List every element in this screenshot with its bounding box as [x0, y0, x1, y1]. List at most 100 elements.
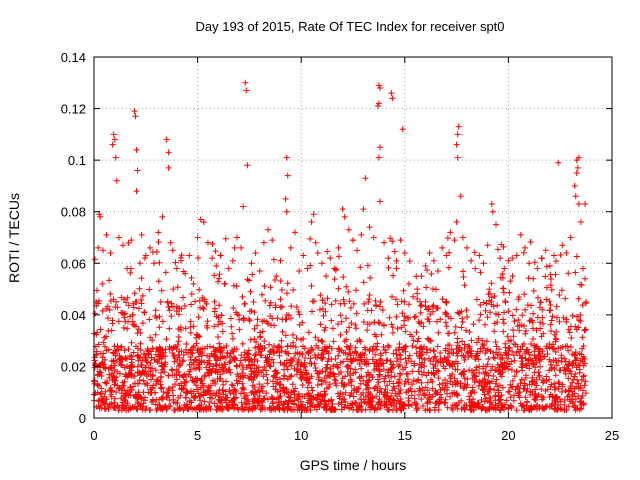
band-point	[196, 297, 203, 304]
band-point	[527, 317, 534, 324]
band-point	[235, 373, 242, 380]
band-point	[162, 361, 169, 368]
band-point	[536, 346, 543, 353]
band-point	[125, 302, 132, 309]
band-point	[322, 300, 329, 307]
band-point	[146, 286, 153, 293]
data-point	[501, 265, 508, 272]
band-point	[170, 399, 177, 406]
band-point	[335, 253, 342, 260]
band-point	[152, 367, 159, 374]
band-point	[277, 296, 284, 303]
data-point	[339, 206, 346, 213]
band-point	[168, 313, 175, 320]
band-point	[557, 367, 564, 374]
band-point	[433, 286, 440, 293]
band-point	[336, 346, 343, 353]
data-point	[513, 252, 520, 259]
band-point	[259, 399, 266, 406]
band-point	[439, 380, 446, 387]
band-point	[189, 350, 196, 357]
band-point	[218, 312, 225, 319]
band-point	[386, 378, 393, 385]
band-point	[424, 335, 431, 342]
band-point	[280, 406, 287, 413]
band-point	[303, 369, 310, 376]
band-point	[251, 399, 258, 406]
band-point	[100, 350, 107, 357]
band-point	[511, 357, 518, 364]
band-point	[100, 247, 107, 254]
band-point	[142, 354, 149, 361]
band-point	[442, 309, 449, 316]
band-point	[575, 295, 582, 302]
band-point	[305, 348, 312, 355]
band-point	[227, 315, 234, 322]
band-point	[445, 264, 452, 271]
band-point	[219, 353, 226, 360]
data-point	[242, 79, 249, 86]
data-point	[165, 164, 172, 171]
band-point	[434, 304, 441, 311]
data-point	[323, 273, 330, 280]
band-point	[460, 368, 467, 375]
band-point	[99, 307, 106, 314]
band-point	[263, 371, 270, 378]
band-point	[276, 405, 283, 412]
data-point	[243, 87, 250, 94]
band-point	[129, 318, 136, 325]
band-point	[119, 310, 126, 317]
band-point	[287, 406, 294, 413]
band-point	[149, 345, 156, 352]
band-point	[458, 324, 465, 331]
band-point	[522, 355, 529, 362]
band-point	[184, 389, 191, 396]
band-point	[254, 316, 261, 323]
band-point	[230, 390, 237, 397]
band-point	[290, 287, 297, 294]
band-point	[324, 248, 331, 255]
band-point	[406, 352, 413, 359]
data-point	[97, 213, 104, 220]
band-point	[310, 394, 317, 401]
band-point	[350, 355, 357, 362]
band-point	[519, 342, 526, 349]
band-point	[547, 383, 554, 390]
band-point	[437, 359, 444, 366]
band-point	[389, 324, 396, 331]
band-point	[258, 369, 265, 376]
band-point	[152, 331, 159, 338]
data-point	[265, 226, 272, 233]
band-point	[530, 361, 537, 368]
band-point	[190, 393, 197, 400]
band-point	[384, 357, 391, 364]
band-point	[114, 304, 121, 311]
band-point	[555, 385, 562, 392]
band-point	[235, 312, 242, 319]
band-point	[332, 406, 339, 413]
band-point	[503, 350, 510, 357]
band-point	[193, 340, 200, 347]
band-point	[91, 380, 98, 387]
band-point	[277, 277, 284, 284]
band-point	[533, 343, 540, 350]
band-point	[335, 345, 342, 352]
band-point	[401, 381, 408, 388]
band-point	[145, 348, 152, 355]
band-point	[259, 328, 266, 335]
band-point	[355, 357, 362, 364]
band-point	[547, 302, 554, 309]
band-point	[512, 386, 519, 393]
band-point	[579, 345, 586, 352]
band-point	[498, 241, 505, 248]
band-point	[452, 379, 459, 386]
band-point	[512, 341, 519, 348]
band-point	[450, 349, 457, 356]
y-tick-label: 0.14	[61, 50, 86, 65]
band-point	[418, 302, 425, 309]
band-point	[154, 401, 161, 408]
band-point	[270, 373, 277, 380]
band-point	[578, 351, 585, 358]
band-point	[145, 389, 152, 396]
band-point	[539, 306, 546, 313]
